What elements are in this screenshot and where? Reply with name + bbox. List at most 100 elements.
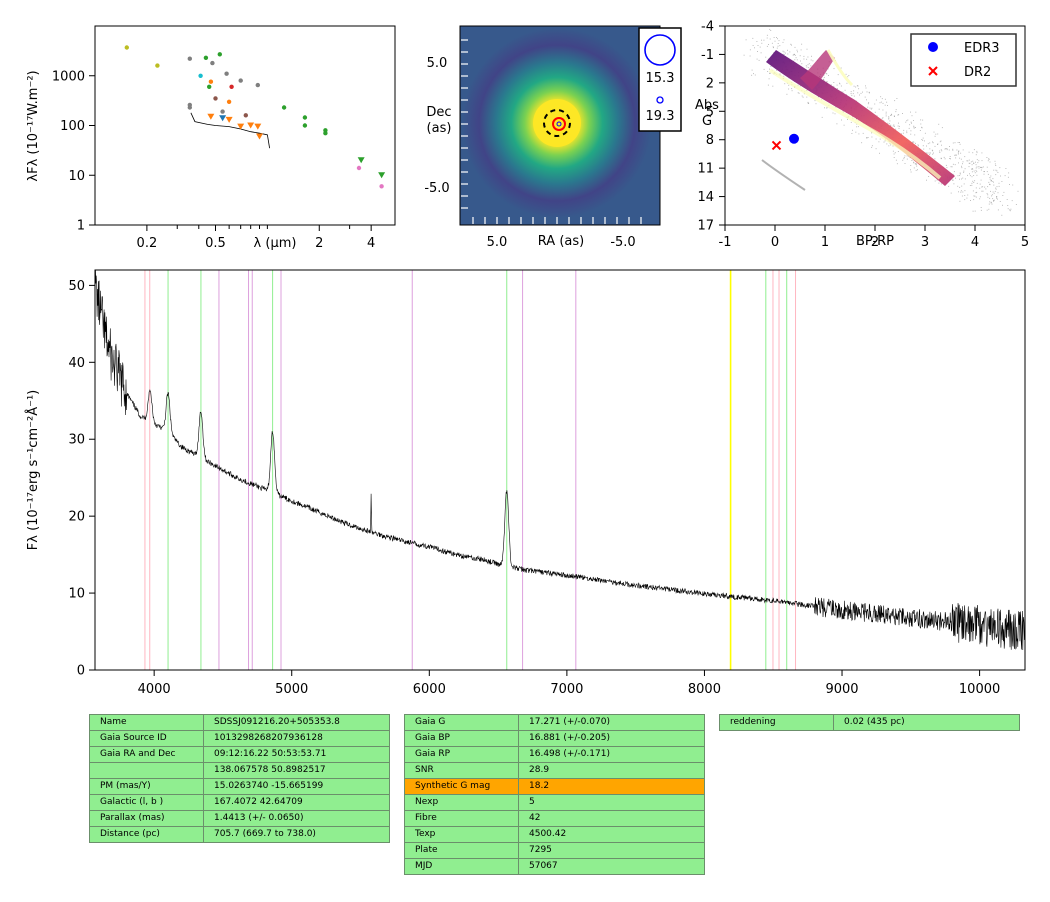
hr-cloud-dot (898, 125, 900, 127)
hr-ytick-label: 2 (706, 76, 714, 91)
hr-cloud-dot (914, 163, 916, 165)
hr-cloud-dot (811, 55, 812, 57)
hr-cloud-dot (869, 107, 871, 109)
hr-cloud-dot (934, 145, 936, 147)
hr-cloud-dot (893, 157, 895, 158)
hr-cloud-dot (866, 137, 868, 139)
hr-cloud-dot (803, 93, 805, 95)
hr-cloud-dot (908, 155, 909, 157)
hr-cloud-dot (853, 85, 855, 87)
hr-cloud-dot (953, 183, 955, 185)
hr-cloud-dot (777, 45, 779, 47)
hr-cloud-dot (919, 130, 921, 131)
hr-cloud-dot (997, 172, 999, 173)
hr-cloud-dot (993, 181, 994, 183)
hr-cloud-dot (957, 152, 959, 154)
hr-cloud-dot (836, 123, 838, 125)
hr-cloud-dot (932, 153, 934, 155)
hr-cloud-dot (922, 139, 924, 141)
hr-cloud-dot (892, 145, 894, 147)
hr-cloud-dot (801, 95, 803, 97)
hr-cloud-dot (769, 72, 771, 74)
table-value: 18.2 (518, 778, 705, 795)
hr-cloud-dot (990, 201, 992, 203)
hr-cloud-dot (971, 184, 973, 186)
hr-cloud-dot (992, 191, 994, 193)
hr-cloud-dot (953, 171, 955, 173)
hr-cloud-dot (996, 196, 998, 197)
hr-cloud-dot (778, 40, 780, 42)
spectrum-xtick-label: 4000 (138, 682, 171, 697)
hr-cloud-dot (743, 54, 745, 56)
spectrum-ytick-label: 10 (68, 587, 85, 602)
hr-cloud-dot (960, 158, 962, 160)
hr-cloud-dot (911, 122, 912, 124)
hr-cloud-dot (955, 157, 957, 159)
hr-cloud-dot (765, 56, 767, 58)
hr-cloud-dot (944, 158, 946, 160)
hr-cloud-dot (896, 98, 898, 99)
hr-cloud-dot (962, 149, 964, 151)
hr-cloud-dot (1007, 205, 1009, 206)
hr-cloud-dot (769, 72, 771, 74)
hr-cloud-dot (786, 93, 788, 95)
hr-cloud-dot (906, 155, 908, 157)
sed-point (210, 60, 215, 66)
hr-cloud-dot (797, 92, 799, 94)
sed-point (255, 82, 260, 88)
image-cutout (460, 26, 660, 225)
hr-cloud-dot (844, 89, 846, 91)
hr-cloud-dot (973, 162, 975, 164)
hr-cloud-dot (836, 88, 838, 89)
hr-cloud-dot (867, 103, 869, 105)
hr-cloud-dot (986, 209, 988, 211)
hr-cloud-dot (885, 113, 887, 115)
hr-cloud-dot (851, 94, 853, 96)
hr-cloud-dot (826, 81, 828, 83)
hr-cloud-dot (1009, 209, 1011, 211)
hr-cloud-dot (910, 169, 911, 171)
hr-cloud-dot (972, 210, 974, 212)
table-row: Gaia Source ID 1013298268207936128 (89, 730, 390, 747)
hr-cloud-dot (859, 94, 860, 96)
hr-cloud-dot (981, 160, 983, 162)
hr-cloud-dot (898, 114, 900, 116)
hr-cloud-dot (1007, 208, 1009, 210)
hr-cloud-dot (913, 127, 915, 129)
hr-cloud-dot (769, 68, 770, 70)
hr-cloud-dot (1009, 184, 1010, 185)
hr-cloud-dot (897, 114, 899, 116)
hr-cloud-dot (982, 186, 984, 188)
hr-cloud-dot (857, 126, 859, 128)
hr-cloud-dot (839, 82, 840, 84)
hr-xtick-label: 0 (771, 235, 779, 250)
hr-cloud-dot (1017, 190, 1019, 192)
hr-cloud-dot (988, 208, 990, 210)
hr-cloud-dot (940, 183, 942, 185)
aperture-dashed (543, 109, 571, 137)
sed-upper-limit-marker (225, 116, 233, 123)
table-key: Gaia RA and Dec (89, 746, 204, 763)
spectrum-ylabel: Fλ (10⁻¹⁷erg s⁻¹cm⁻²Å⁻¹) (25, 390, 41, 550)
hr-cloud-dot (955, 154, 957, 156)
legend-mag-circle-large (644, 34, 676, 66)
hr-cloud-dot (842, 91, 844, 93)
sed-point (124, 45, 129, 50)
hr-cloud-dot (987, 186, 989, 188)
hr-cloud-dot (806, 96, 808, 98)
hr-cloud-dot (923, 148, 925, 150)
hr-sequence-peak (768, 68, 942, 180)
table-key: Gaia Source ID (89, 730, 204, 747)
hr-cloud-dot (913, 141, 915, 143)
hr-cloud-dot (983, 171, 985, 172)
hr-cloud-dot (882, 109, 884, 111)
hr-cloud-dot (852, 129, 853, 131)
hr-cloud-dot (905, 121, 907, 123)
hr-cloud-dot (897, 151, 899, 152)
hr-cloud-dot (752, 45, 754, 46)
hr-cloud-dot (995, 169, 997, 171)
hr-cloud-dot (937, 143, 939, 145)
hr-cloud-dot (986, 171, 988, 173)
image-xtick-left: 5.0 (487, 235, 508, 250)
sed-point (243, 113, 248, 118)
